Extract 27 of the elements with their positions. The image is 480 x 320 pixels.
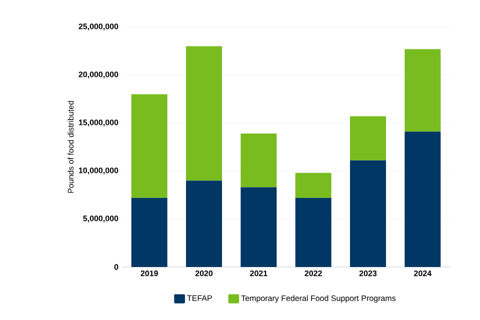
bar: [350, 116, 386, 160]
x-tick-label: 2020: [195, 270, 213, 276]
y-tick-label: 20,000,000: [78, 72, 118, 78]
y-tick-label: 5,000,000: [83, 216, 118, 222]
y-axis-title: Pounds of food distributed: [68, 101, 74, 193]
bar: [404, 132, 441, 267]
legend-label: Temporary Federal Food Support Programs: [241, 295, 396, 303]
y-tick-label: 10,000,000: [78, 168, 118, 174]
y-tick-label: 15,000,000: [78, 120, 118, 126]
legend-label: TEFAP: [187, 295, 212, 301]
y-tick-label: 0: [114, 264, 118, 270]
x-tick-label: 2021: [250, 270, 268, 276]
x-tick-label: 2024: [414, 270, 432, 276]
x-tick-label: 2022: [304, 270, 322, 276]
x-tick-label: 2023: [359, 270, 377, 276]
bar: [131, 198, 168, 267]
bar: [186, 180, 222, 267]
y-tick-label: 25,000,000: [78, 24, 118, 30]
bar: [404, 49, 441, 132]
bar: [240, 134, 277, 188]
bar: [350, 160, 386, 267]
bar: [131, 94, 168, 198]
bar: [295, 172, 332, 198]
x-tick-label: 2019: [140, 270, 158, 276]
bar: [240, 187, 277, 267]
bar: [295, 198, 332, 267]
bar: [186, 46, 222, 181]
